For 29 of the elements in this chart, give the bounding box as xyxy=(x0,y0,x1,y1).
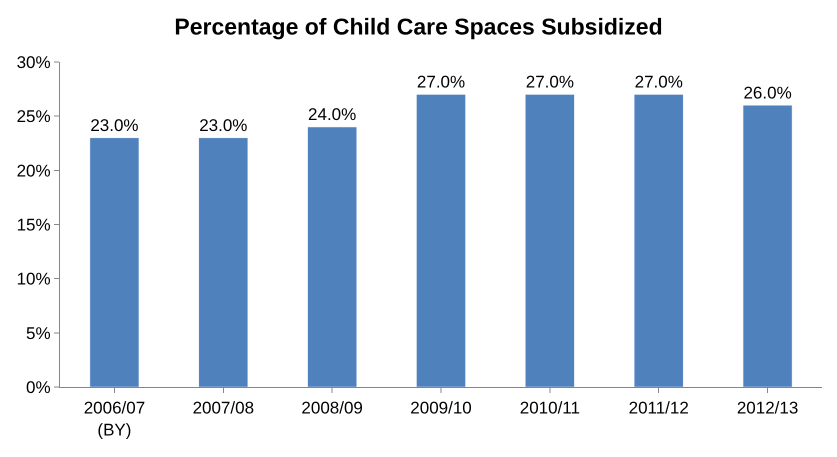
chart-title: Percentage of Child Care Spaces Subsidized xyxy=(174,13,663,40)
data-label: 24.0% xyxy=(308,105,356,124)
y-tick-label: 25% xyxy=(16,107,51,126)
bar xyxy=(634,94,684,387)
x-tick-label: 2006/07 (BY) xyxy=(84,398,146,440)
data-label: 23.0% xyxy=(90,116,139,135)
data-label: 26.0% xyxy=(743,83,792,102)
y-tick-label: 15% xyxy=(16,215,51,234)
bar xyxy=(307,126,357,387)
y-tick-label: 10% xyxy=(16,270,51,289)
x-tick-label: 2010/11 xyxy=(520,398,580,418)
data-label: 27.0% xyxy=(634,72,683,92)
y-tick-label: 30% xyxy=(16,52,51,72)
bar xyxy=(198,138,248,387)
bar xyxy=(416,94,466,387)
x-tick-label: 2011/12 xyxy=(628,398,689,418)
x-tick-label: 2008/09 xyxy=(301,398,363,418)
x-tick-label: 2012/13 xyxy=(736,398,798,418)
bar xyxy=(90,138,140,387)
x-tick-label: 2007/08 xyxy=(192,398,254,418)
y-tick-label: 5% xyxy=(26,324,51,343)
y-tick-label: 20% xyxy=(16,161,51,180)
data-label: 27.0% xyxy=(526,72,574,92)
bar xyxy=(742,105,792,387)
data-label: 27.0% xyxy=(416,72,466,92)
y-tick-label: 0% xyxy=(26,378,51,397)
x-tick-label: 2009/10 xyxy=(410,398,472,418)
data-label: 23.0% xyxy=(199,116,248,135)
bar xyxy=(525,94,575,387)
